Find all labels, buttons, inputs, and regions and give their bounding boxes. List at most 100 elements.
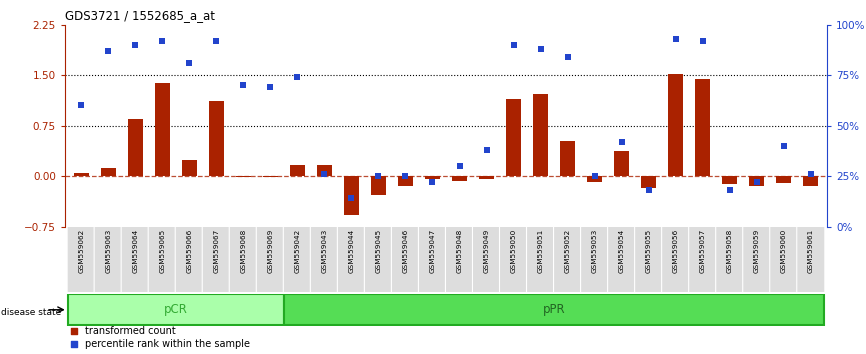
Point — [236, 82, 250, 88]
Bar — [236, 176, 251, 177]
Legend: transformed count, percentile rank within the sample: transformed count, percentile rank withi… — [70, 326, 250, 349]
Bar — [749, 176, 764, 185]
Point — [804, 171, 818, 177]
Text: GSM559044: GSM559044 — [348, 229, 354, 273]
Text: GSM559050: GSM559050 — [511, 229, 516, 273]
Bar — [317, 165, 332, 176]
Bar — [479, 176, 494, 179]
Point — [183, 60, 197, 66]
Bar — [776, 176, 792, 183]
Point — [777, 143, 791, 149]
FancyBboxPatch shape — [175, 225, 204, 293]
Text: GSM559046: GSM559046 — [403, 229, 409, 273]
Text: GSM559055: GSM559055 — [646, 229, 652, 273]
Point — [101, 48, 115, 54]
FancyBboxPatch shape — [338, 225, 365, 293]
Text: GSM559067: GSM559067 — [213, 229, 219, 273]
FancyBboxPatch shape — [445, 225, 474, 293]
FancyBboxPatch shape — [203, 225, 230, 293]
FancyBboxPatch shape — [797, 225, 825, 293]
Point — [533, 46, 547, 52]
Point — [398, 173, 412, 179]
Text: GSM559047: GSM559047 — [430, 229, 436, 273]
Text: GSM559049: GSM559049 — [483, 229, 489, 273]
Text: GSM559053: GSM559053 — [591, 229, 598, 273]
Text: GSM559043: GSM559043 — [321, 229, 327, 273]
Point — [588, 173, 602, 179]
Point — [669, 36, 682, 42]
Point — [425, 179, 439, 185]
Bar — [74, 173, 88, 176]
FancyBboxPatch shape — [527, 225, 554, 293]
Bar — [398, 176, 413, 185]
Point — [74, 103, 88, 108]
Text: GSM559064: GSM559064 — [132, 229, 139, 273]
Bar — [560, 141, 575, 176]
FancyBboxPatch shape — [473, 225, 501, 293]
FancyBboxPatch shape — [94, 225, 122, 293]
Point — [507, 42, 520, 48]
Point — [155, 38, 169, 44]
FancyBboxPatch shape — [770, 225, 798, 293]
Point — [290, 74, 304, 80]
FancyBboxPatch shape — [67, 225, 95, 293]
Text: GSM559062: GSM559062 — [78, 229, 84, 273]
Bar — [209, 101, 223, 176]
Bar — [452, 176, 467, 182]
Bar — [533, 94, 548, 176]
Text: GSM559052: GSM559052 — [565, 229, 571, 273]
Bar — [425, 176, 440, 179]
FancyBboxPatch shape — [580, 225, 609, 293]
Text: GSM559057: GSM559057 — [700, 229, 706, 273]
FancyBboxPatch shape — [500, 225, 527, 293]
Point — [480, 147, 494, 153]
Point — [615, 139, 629, 145]
Point — [453, 163, 467, 169]
Bar — [614, 150, 629, 176]
Text: GDS3721 / 1552685_a_at: GDS3721 / 1552685_a_at — [65, 9, 215, 22]
Text: GSM559061: GSM559061 — [808, 229, 814, 273]
Bar — [344, 176, 359, 215]
FancyBboxPatch shape — [662, 225, 689, 293]
Point — [723, 187, 737, 193]
Bar — [695, 79, 710, 176]
Text: pCR: pCR — [164, 303, 188, 316]
Text: GSM559069: GSM559069 — [268, 229, 274, 273]
Text: GSM559063: GSM559063 — [105, 229, 111, 273]
Bar — [722, 176, 737, 184]
Text: GSM559058: GSM559058 — [727, 229, 733, 273]
Bar — [182, 160, 197, 176]
Bar — [263, 176, 278, 177]
Text: GSM559048: GSM559048 — [456, 229, 462, 273]
FancyBboxPatch shape — [283, 225, 312, 293]
FancyBboxPatch shape — [608, 225, 636, 293]
FancyBboxPatch shape — [229, 225, 257, 293]
Bar — [804, 176, 818, 185]
Text: GSM559066: GSM559066 — [186, 229, 192, 273]
Point — [318, 171, 332, 177]
Bar — [290, 165, 305, 176]
Bar — [587, 176, 602, 182]
Text: GSM559060: GSM559060 — [781, 229, 787, 273]
Text: GSM559065: GSM559065 — [159, 229, 165, 273]
Point — [372, 173, 385, 179]
FancyBboxPatch shape — [553, 225, 582, 293]
Bar — [155, 83, 170, 176]
Text: GSM559059: GSM559059 — [753, 229, 759, 273]
Point — [750, 179, 764, 185]
Text: GSM559045: GSM559045 — [376, 229, 381, 273]
Bar — [100, 168, 116, 176]
Text: GSM559051: GSM559051 — [538, 229, 544, 273]
Bar — [506, 99, 521, 176]
FancyBboxPatch shape — [743, 225, 771, 293]
Point — [642, 187, 656, 193]
FancyBboxPatch shape — [256, 225, 284, 293]
Bar — [669, 74, 683, 176]
FancyBboxPatch shape — [310, 225, 339, 293]
FancyBboxPatch shape — [68, 295, 284, 325]
Point — [128, 42, 142, 48]
FancyBboxPatch shape — [418, 225, 447, 293]
Point — [560, 54, 574, 60]
Bar — [128, 119, 143, 176]
Text: GSM559056: GSM559056 — [673, 229, 679, 273]
